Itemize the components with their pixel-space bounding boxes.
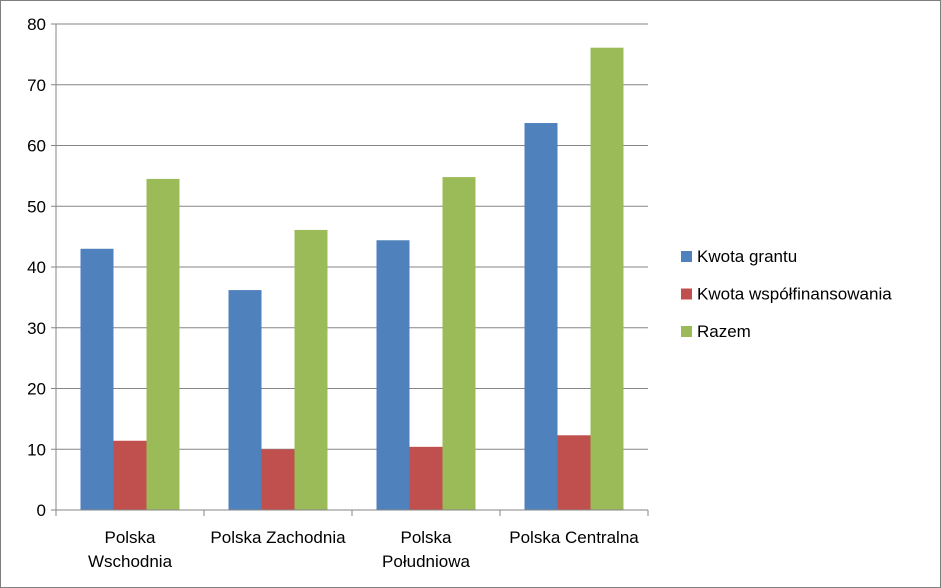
y-tick-label: 10 xyxy=(27,440,46,459)
category-label: Polska xyxy=(104,528,156,547)
x-axis-categories: Polska Wschodnia Polska Zachodnia Polska Poł… xyxy=(88,528,639,571)
legend-swatch xyxy=(681,326,692,337)
y-axis-ticks: 0 10 20 30 40 50 60 70 80 xyxy=(27,15,56,520)
legend-entry: Razem xyxy=(697,322,751,341)
category-label: Wschodnia xyxy=(88,552,173,571)
bar-kwota-współfinansowania-1 xyxy=(261,449,295,510)
bar-kwota-grantu-1 xyxy=(228,290,262,510)
legend-swatch xyxy=(681,251,692,262)
bar-kwota-grantu-2 xyxy=(376,240,410,510)
y-tick-label: 60 xyxy=(27,137,46,156)
bar-razem-2 xyxy=(442,177,476,510)
y-tick-label: 50 xyxy=(27,197,46,216)
bar-razem-0 xyxy=(146,178,180,510)
bar-kwota-grantu-3 xyxy=(524,123,558,511)
category-label: Polska Centralna xyxy=(509,528,639,547)
y-tick-label: 80 xyxy=(27,15,46,34)
bar-kwota-współfinansowania-2 xyxy=(409,446,443,510)
y-tick-label: 70 xyxy=(27,76,46,95)
bar-kwota-współfinansowania-0 xyxy=(113,440,147,510)
category-label: Polska xyxy=(400,528,452,547)
gridlines xyxy=(56,23,648,450)
bar-kwota-grantu-0 xyxy=(80,248,114,510)
legend: Kwota grantu Kwota współfinansowania Razem xyxy=(681,247,892,341)
bar-kwota-współfinansowania-3 xyxy=(557,435,591,510)
legend-swatch xyxy=(681,288,692,300)
y-tick-label: 0 xyxy=(37,501,46,520)
axes xyxy=(55,24,649,516)
y-tick-label: 40 xyxy=(27,258,46,277)
bar-razem-3 xyxy=(590,47,624,510)
bar-razem-1 xyxy=(294,229,328,510)
y-tick-label: 20 xyxy=(27,380,46,399)
category-label: Południowa xyxy=(382,552,470,571)
legend-entry: Kwota współfinansowania xyxy=(697,285,892,304)
legend-entry: Kwota grantu xyxy=(697,247,797,266)
category-label: Polska Zachodnia xyxy=(210,528,346,547)
y-tick-label: 30 xyxy=(27,319,46,338)
bars xyxy=(80,47,624,511)
